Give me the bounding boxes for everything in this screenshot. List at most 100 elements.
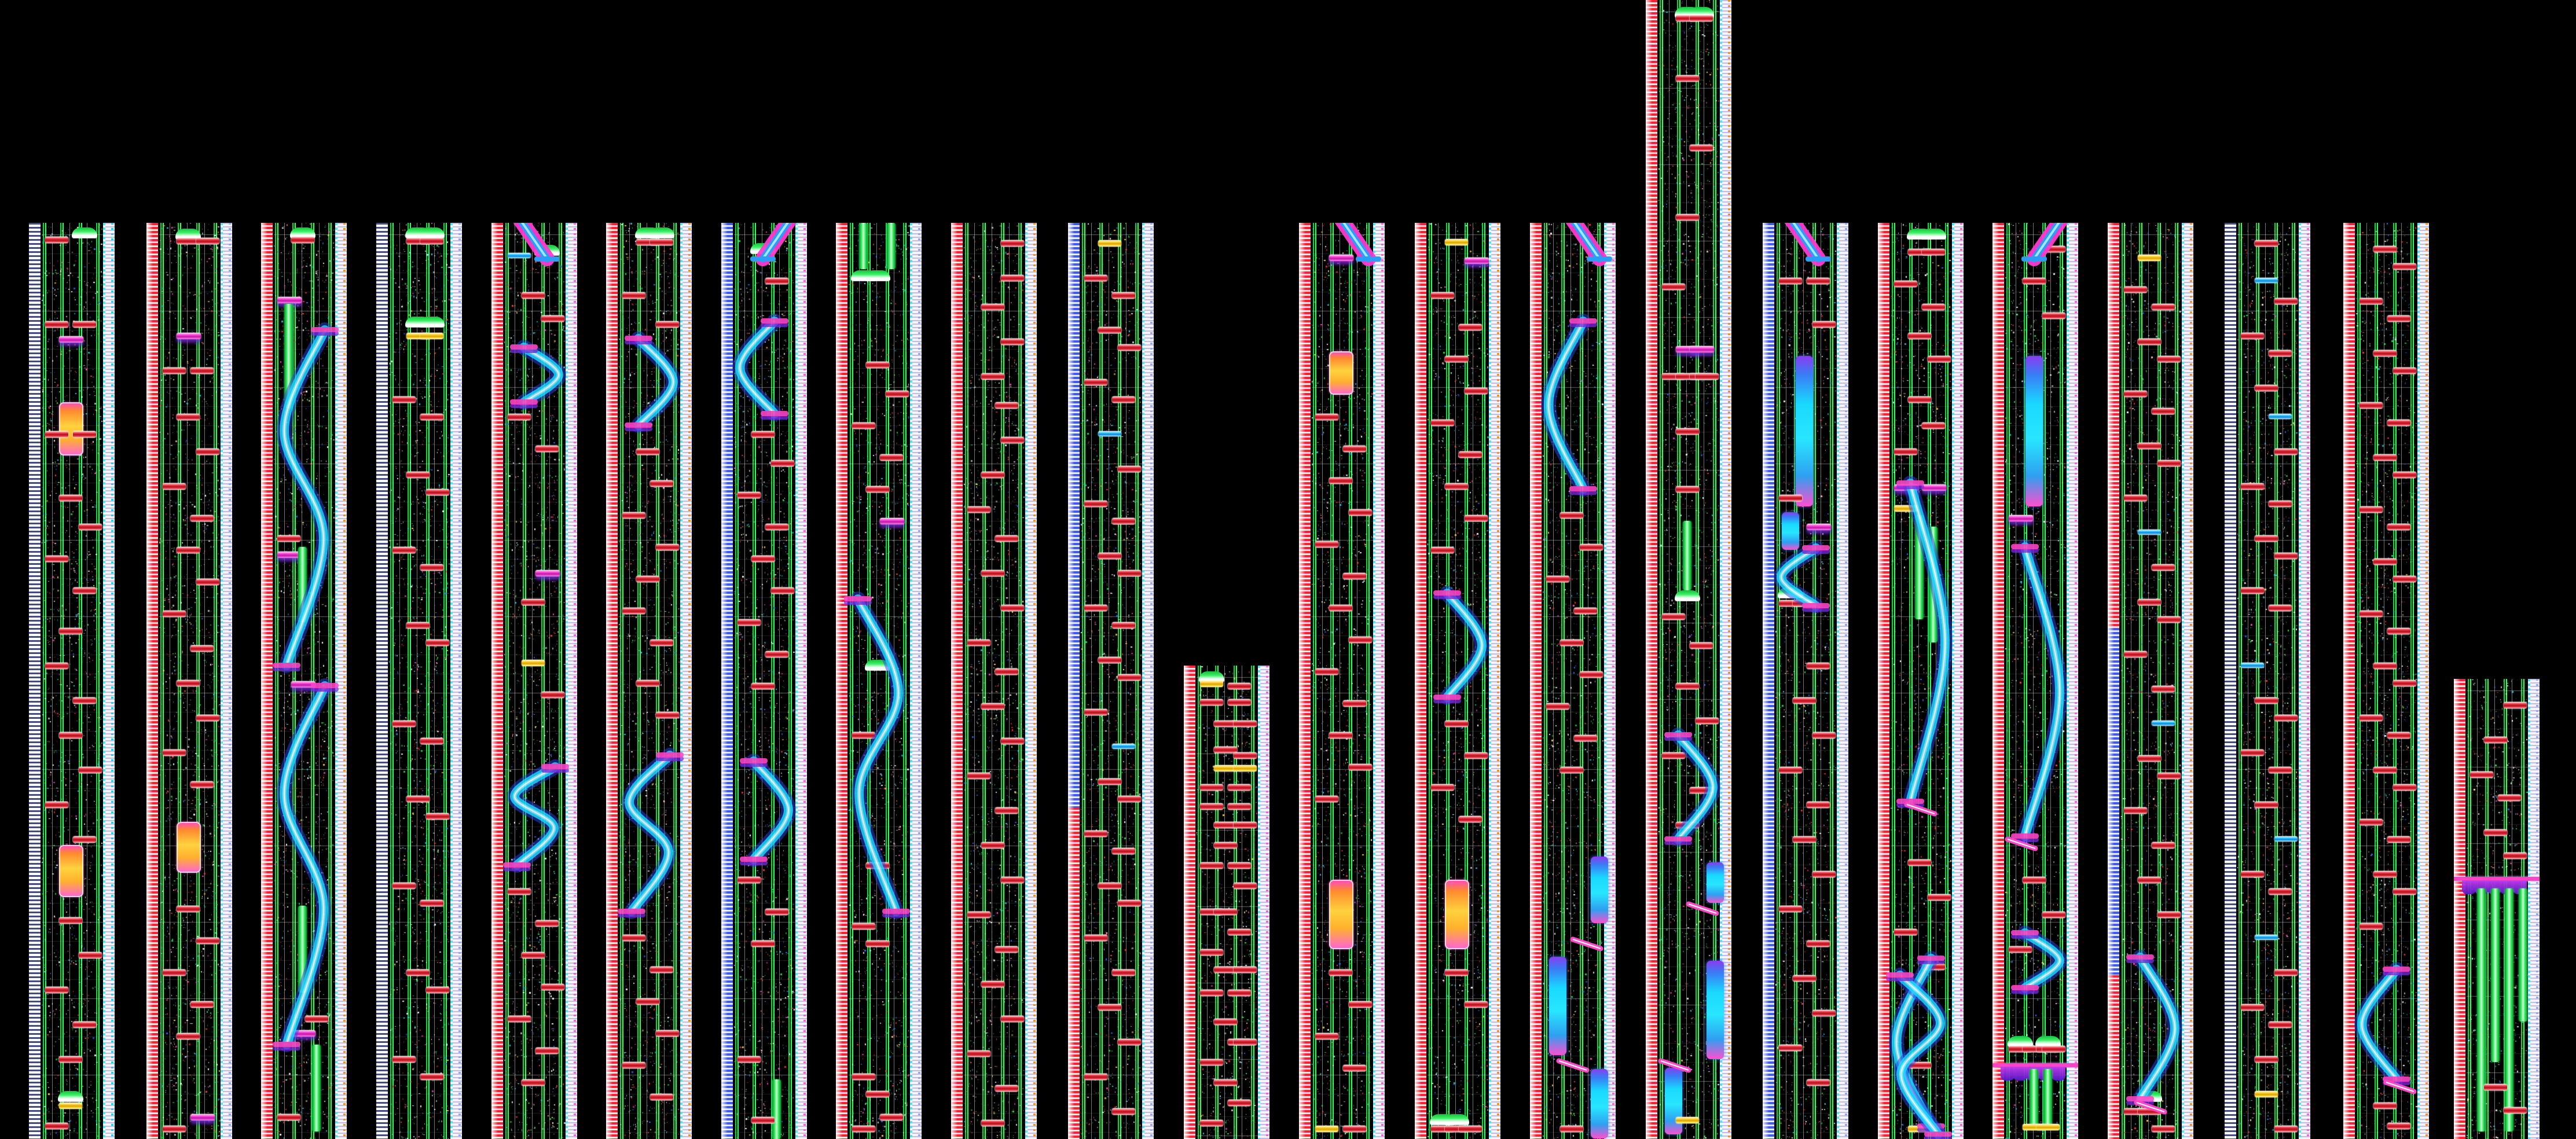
tap-note-red — [2152, 1126, 2175, 1132]
chart-segment-column — [1763, 223, 1848, 1139]
flick-note-magenta — [190, 1114, 215, 1120]
tap-note-red — [1580, 671, 1603, 678]
right-laser-band — [450, 223, 462, 1139]
tap-note-red — [277, 1114, 300, 1120]
tap-note-red — [420, 1074, 443, 1080]
tap-note-red — [622, 292, 645, 299]
tap-note-red — [2373, 663, 2397, 669]
gold-note — [2255, 1091, 2278, 1097]
laser-ribbon-vertical — [1549, 957, 1566, 1055]
laser-arc-bulge-right — [2011, 925, 2068, 995]
laser-arcs-layer — [1540, 223, 1612, 1073]
left-laser-band — [1068, 223, 1080, 1139]
tap-note-red — [886, 391, 909, 397]
tap-note-red — [1676, 373, 1699, 380]
tap-note-red — [880, 454, 903, 461]
tap-note-red — [967, 640, 990, 646]
tap-note-red — [420, 238, 443, 244]
tap-note-red — [1812, 1010, 1836, 1016]
laser-connector-diagonal — [2005, 836, 2038, 851]
tap-note-red — [1908, 859, 1931, 866]
tap-note-red — [1228, 862, 1251, 869]
tap-note-red — [1214, 842, 1237, 848]
notes-layer — [1530, 223, 1616, 1139]
tap-note-red — [1001, 437, 1024, 443]
slide-cap-arch — [1689, 7, 1714, 17]
slide-cap-arch — [2008, 1036, 2033, 1046]
tap-note-red — [1445, 1126, 1468, 1132]
tap-note-red — [636, 239, 659, 245]
tap-note-red — [2387, 732, 2410, 738]
laser-arc-bulge-left — [1773, 541, 1830, 613]
gold-note — [420, 333, 443, 339]
tap-note-red — [1112, 518, 1135, 524]
laser-connector-diagonal — [1658, 1058, 1691, 1073]
tap-note-red — [508, 414, 531, 420]
tap-note-red — [1465, 1001, 1488, 1008]
tap-note-red — [1112, 969, 1135, 976]
tap-note-red — [1228, 990, 1251, 996]
tap-note-red — [1445, 969, 1468, 976]
tap-note-red — [765, 909, 788, 915]
left-laser-red-laser-zigzag — [2454, 679, 2465, 1139]
tap-note-red — [1779, 906, 1802, 912]
tap-note-red — [1908, 249, 1931, 255]
blue-note — [2255, 935, 2278, 940]
tap-note-red — [2009, 1046, 2032, 1052]
tap-note-red — [2504, 1107, 2527, 1114]
tap-note-red — [2023, 278, 2046, 284]
notes-layer — [951, 223, 1037, 1139]
tap-note-red — [2255, 385, 2278, 391]
tap-note-red — [2360, 923, 2383, 929]
tap-note-red — [852, 422, 875, 429]
tap-note-red — [656, 544, 679, 550]
tap-note-red — [1228, 803, 1251, 810]
tap-note-red — [1779, 278, 1802, 284]
tap-note-red — [1574, 608, 1597, 614]
tap-note-red — [2157, 912, 2181, 918]
tap-note-red — [1118, 570, 1141, 576]
chart-segment-column — [836, 223, 922, 1139]
laser-arc-s-curve — [503, 759, 569, 873]
entry-ribbon-diagonal — [750, 223, 797, 266]
gold-note — [1445, 239, 1468, 245]
tap-note-red — [522, 292, 545, 299]
laser-arc-bulge-right — [2126, 950, 2183, 1107]
tap-note-red — [1580, 544, 1603, 550]
tap-note-red — [1690, 145, 1713, 151]
note — [1445, 880, 1469, 949]
right-laser-band — [566, 223, 577, 1139]
laser-arc-bulge-right — [740, 754, 797, 867]
blue-note — [1098, 431, 1121, 436]
chart-segment-column — [146, 223, 232, 1139]
note — [59, 402, 83, 455]
tap-note-red — [2255, 1056, 2278, 1063]
laser-arcs-layer — [1658, 728, 1721, 1073]
tap-note-red — [2152, 686, 2175, 692]
tap-note-red — [2393, 888, 2416, 895]
hold-note-green — [1683, 521, 1691, 590]
tap-note-red — [852, 732, 875, 738]
blue-note — [2152, 721, 2175, 726]
tap-note-red — [1228, 699, 1251, 706]
blue-note — [1112, 744, 1135, 749]
slide-cap-arch — [1444, 1114, 1469, 1125]
laser-arcs-layer — [503, 223, 569, 873]
left-laser-red-laser-zigzag — [951, 223, 963, 1139]
tap-note-red — [2393, 576, 2416, 582]
laser-ribbon-vertical — [1796, 356, 1813, 506]
tap-note-red — [1200, 862, 1223, 869]
tap-note-red — [622, 608, 645, 614]
noise-overlay — [1081, 223, 1142, 1139]
tap-note-red — [1112, 292, 1135, 299]
tap-note-red — [1234, 1039, 1257, 1045]
tap-note-red — [2269, 350, 2292, 357]
right-laser-band — [1142, 223, 1154, 1139]
laser-arcs-layer — [2454, 679, 2540, 1139]
tap-note-red — [1431, 784, 1454, 791]
notes-layer — [1068, 223, 1154, 1139]
tap-note-red — [2470, 771, 2493, 778]
laser-arc-bulge-right — [510, 340, 567, 410]
tap-note-red — [2373, 350, 2397, 357]
tap-note-red — [995, 946, 1018, 953]
